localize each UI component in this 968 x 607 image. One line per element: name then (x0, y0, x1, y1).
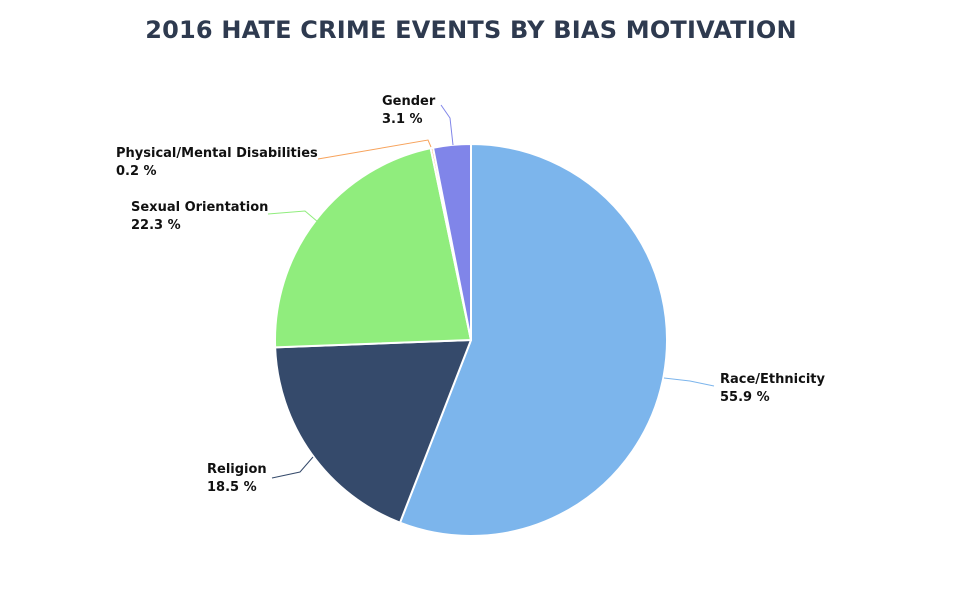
leader-line-gender (440, 104, 454, 146)
slice-label-name: Race/Ethnicity (720, 372, 825, 387)
slice-label-value: 3.1 % (382, 112, 423, 127)
leader-lines (267, 104, 715, 479)
slice-label-name: Sexual Orientation (131, 200, 268, 215)
leader-line-physical-mental-disabilities (317, 139, 432, 160)
slice-label-value: 22.3 % (131, 218, 181, 233)
pie-slice-religion[interactable] (274, 339, 472, 524)
slice-label-value: 18.5 % (207, 480, 257, 495)
slice-label-value: 0.2 % (116, 164, 157, 179)
pie-slices (274, 143, 668, 537)
chart-title: 2016 HATE CRIME EVENTS BY BIAS MOTIVATIO… (145, 16, 797, 44)
pie-slice-gender[interactable] (432, 143, 472, 341)
slice-label-name: Religion (207, 462, 267, 477)
leader-line-race-ethnicity (663, 377, 715, 387)
slice-label-name: Gender (382, 94, 436, 109)
pie-slice-race-ethnicity[interactable] (398, 143, 668, 537)
leader-line-religion (271, 456, 314, 479)
slice-label-value: 55.9 % (720, 390, 770, 405)
slice-label-name: Physical/Mental Disabilities (116, 146, 318, 161)
pie-slice-sexual-orientation[interactable] (274, 147, 472, 349)
slice-labels: Race/Ethnicity 55.9 % Religion 18.5 % Sexual… (116, 94, 825, 495)
leader-line-sexual-orientation (267, 210, 319, 223)
